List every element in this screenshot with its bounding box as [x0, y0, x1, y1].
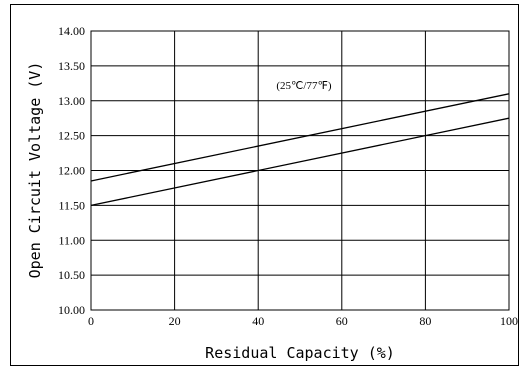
y-tick-label: 12.50	[58, 129, 85, 143]
series-lines	[90, 93, 510, 207]
grid-lines	[90, 30, 510, 311]
y-axis-title: Open Circuit Voltage (V)	[26, 62, 44, 279]
y-tick-label: 10.00	[58, 303, 85, 317]
y-tick-label: 10.50	[58, 268, 85, 282]
y-tick-label: 13.50	[58, 59, 85, 73]
y-tick-label: 11.50	[58, 198, 85, 212]
temperature-annotation: (25℃/77℉)	[276, 80, 332, 92]
chart-frame	[10, 4, 519, 366]
x-tick-labels: 0 20 40 60 80 100	[88, 314, 518, 328]
y-tick-label: 12.00	[58, 164, 85, 178]
plot-area	[90, 30, 510, 311]
x-axis-title: Residual Capacity (%)	[205, 344, 395, 362]
y-tick-label: 11.00	[58, 233, 85, 247]
x-tick-label: 20	[169, 314, 181, 328]
y-tick-label: 13.00	[58, 94, 85, 108]
x-tick-label: 40	[252, 314, 264, 328]
y-tick-label: 14.00	[58, 24, 85, 38]
lower-bound-line	[90, 117, 510, 207]
x-tick-label: 60	[336, 314, 348, 328]
y-tick-labels: 10.00 10.50 11.00 11.50 12.00 12.50 13.00 13.50…	[58, 24, 85, 317]
x-tick-label: 80	[419, 314, 431, 328]
x-tick-label: 100	[500, 314, 518, 328]
x-tick-label: 0	[88, 314, 94, 328]
upper-bound-line	[90, 93, 510, 182]
